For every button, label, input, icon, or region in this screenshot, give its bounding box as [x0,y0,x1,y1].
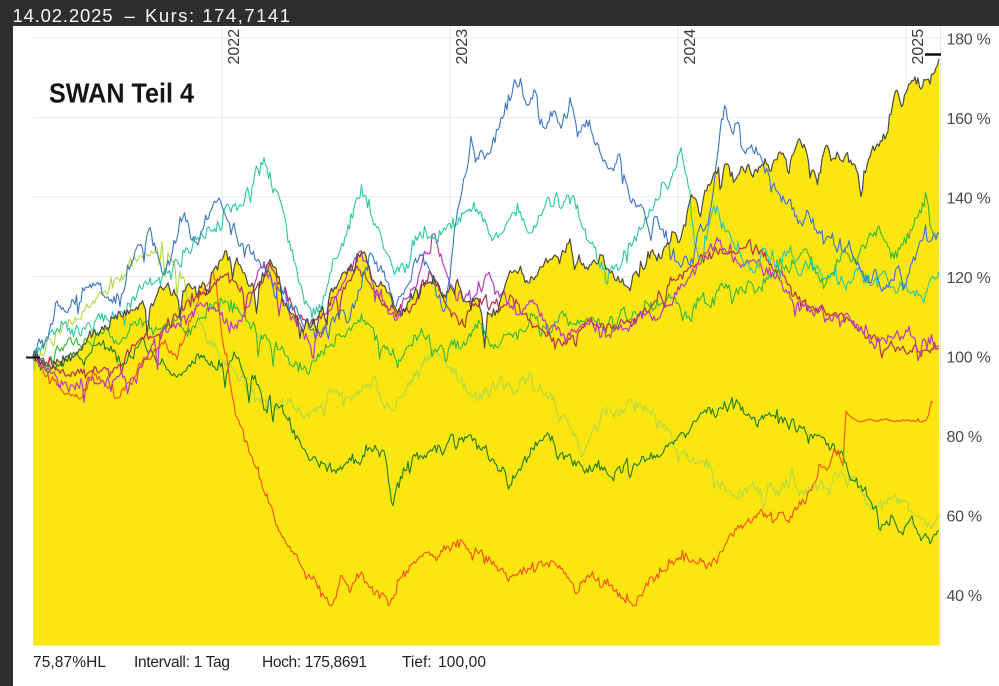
svg-text:160 %: 160 % [947,111,991,128]
svg-text:2024: 2024 [682,29,699,65]
svg-text:60 %: 60 % [947,509,982,526]
svg-text:2025: 2025 [910,29,927,65]
svg-text:120 %: 120 % [947,270,991,287]
svg-text:SWAN Teil 4: SWAN Teil 4 [49,78,194,109]
svg-text:40 %: 40 % [947,588,982,605]
svg-text:100 %: 100 % [947,350,991,367]
svg-text:2023: 2023 [454,29,471,65]
svg-text:2022: 2022 [226,29,243,65]
svg-text:80 %: 80 % [947,429,982,446]
svg-text:140 %: 140 % [947,190,991,207]
svg-text:14.02.2025–Kurs: 174,7141: 14.02.2025– Kurs: 174,7141 [13,5,291,26]
svg-text:180 %: 180 % [947,31,991,48]
